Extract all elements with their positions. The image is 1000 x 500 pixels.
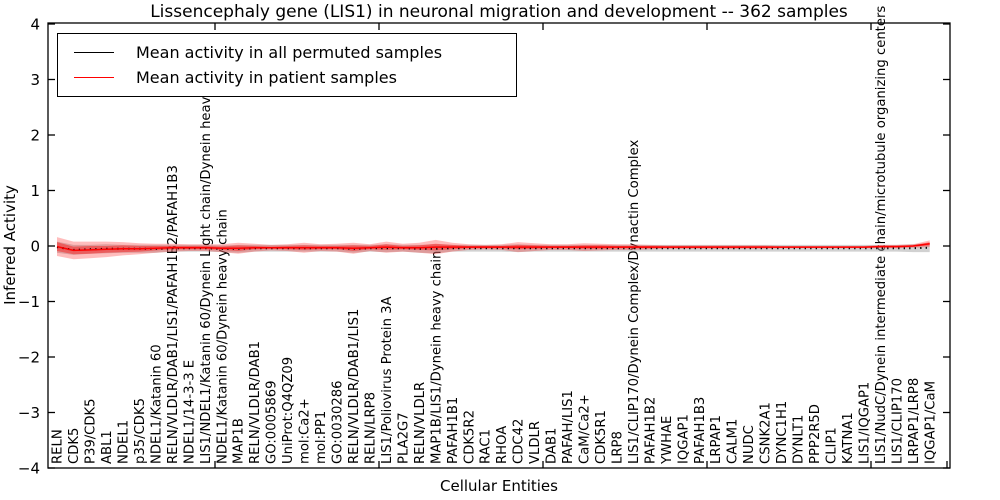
svg-text:LIS1/NudC/Dynein intermediate: LIS1/NudC/Dynein intermediate chain/micr… [874,6,889,464]
svg-text:PAFAH/LIS1: PAFAH/LIS1 [561,390,576,464]
svg-text:CaM/Ca2+: CaM/Ca2+ [578,394,593,464]
svg-text:2: 2 [30,127,40,145]
svg-text:PAFAH1B3: PAFAH1B3 [693,397,708,464]
svg-text:DYNLT1: DYNLT1 [792,415,807,464]
svg-text:LIS1/NDEL1/Katanin 60/Dynein L: LIS1/NDEL1/Katanin 60/Dynein Light chain… [199,49,214,464]
svg-text:LIS1/Poliovirus Protein 3A: LIS1/Poliovirus Protein 3A [380,296,395,464]
permuted-line-swatch [74,52,114,53]
svg-text:NDEL1/14-3-3 E: NDEL1/14-3-3 E [182,360,197,464]
svg-text:p35/CDK5: p35/CDK5 [133,398,148,464]
svg-text:RELN/VLDLR: RELN/VLDLR [413,382,428,464]
svg-text:YWHAE: YWHAE [660,416,675,465]
svg-text:CALM1: CALM1 [726,419,741,464]
svg-text:RELN/VLDLR/DAB1/LIS1/PAFAH1B2/: RELN/VLDLR/DAB1/LIS1/PAFAH1B2/PAFAH1B3 [166,165,181,464]
svg-text:IQGAP1/CaM: IQGAP1/CaM [923,381,938,464]
svg-text:RELN/VLDLR/DAB1: RELN/VLDLR/DAB1 [248,341,263,464]
svg-text:CDK5: CDK5 [67,428,82,464]
svg-text:LIS1/CLIP170: LIS1/CLIP170 [890,378,905,464]
svg-text:KATNA1: KATNA1 [841,412,856,464]
chart-title: Lissencephaly gene (LIS1) in neuronal mi… [150,2,848,22]
svg-text:GO:0005869: GO:0005869 [265,380,280,464]
svg-text:LRP8: LRP8 [610,431,625,464]
svg-text:RELN/LRP8: RELN/LRP8 [364,392,379,464]
svg-text:LIS1/CLIP170/Dynein Complex/Dy: LIS1/CLIP170/Dynein Complex/Dynactin Com… [627,140,642,464]
svg-text:mol:Ca2+: mol:Ca2+ [298,398,313,464]
svg-text:GO:0030286: GO:0030286 [331,380,346,464]
svg-text:IQGAP1: IQGAP1 [676,414,691,464]
patient-line-swatch [74,77,114,78]
x-axis-title: Cellular Entities [440,477,558,495]
svg-text:UniProt:Q4QZ09: UniProt:Q4QZ09 [281,357,296,464]
svg-text:LRPAP1: LRPAP1 [709,415,724,464]
svg-text:RHOA: RHOA [495,426,510,464]
svg-text:−3: −3 [18,404,40,422]
svg-text:−4: −4 [18,460,40,478]
legend-item-permuted: Mean activity in all permuted samples [74,40,506,65]
svg-text:DAB1: DAB1 [545,428,560,464]
svg-text:PLA2G7: PLA2G7 [396,412,411,464]
svg-text:MAP1B: MAP1B [232,418,247,464]
svg-text:PAFAH1B2: PAFAH1B2 [643,397,658,464]
svg-text:−2: −2 [18,349,40,367]
svg-text:ABL1: ABL1 [100,430,115,464]
svg-text:NDEL1/Katanin 60/Dynein heavy: NDEL1/Katanin 60/Dynein heavy chain [215,209,230,464]
svg-text:NDEL1: NDEL1 [117,420,132,464]
svg-text:CSNK2A1: CSNK2A1 [759,402,774,464]
svg-text:1: 1 [30,182,40,200]
svg-text:0: 0 [30,238,40,256]
svg-text:RELN: RELN [51,429,66,464]
svg-text:CDK5R2: CDK5R2 [462,410,477,464]
svg-text:P39/CDK5: P39/CDK5 [84,398,99,464]
svg-text:CDK5R1: CDK5R1 [594,410,609,464]
svg-text:VLDLR: VLDLR [528,421,543,464]
svg-text:LRPAP1/LRP8: LRPAP1/LRP8 [907,378,922,464]
svg-text:RELN/VLDLR/DAB1/LIS1: RELN/VLDLR/DAB1/LIS1 [347,309,362,464]
svg-text:CLIP1: CLIP1 [825,427,840,464]
svg-text:4: 4 [30,16,40,34]
svg-text:−1: −1 [18,293,40,311]
legend: Mean activity in all permuted samples Me… [57,33,517,97]
legend-label-permuted: Mean activity in all permuted samples [136,43,443,62]
svg-text:NUDC: NUDC [742,425,757,464]
svg-text:CDC42: CDC42 [512,419,527,464]
svg-text:DYNC1H1: DYNC1H1 [775,401,790,464]
svg-text:PPP2R5D: PPP2R5D [808,404,823,464]
svg-text:MAP1B/LIS1/Dynein heavy chain: MAP1B/LIS1/Dynein heavy chain [429,251,444,464]
svg-text:3: 3 [30,71,40,89]
svg-text:NDEL1/Katanin 60: NDEL1/Katanin 60 [149,344,164,464]
svg-text:mol:PP1: mol:PP1 [314,411,329,464]
svg-text:LIS1/IQGAP1: LIS1/IQGAP1 [857,382,872,464]
legend-item-patient: Mean activity in patient samples [74,65,506,90]
legend-label-patient: Mean activity in patient samples [136,68,397,87]
svg-text:RAC1: RAC1 [479,429,494,464]
svg-text:PAFAH1B1: PAFAH1B1 [446,397,461,464]
